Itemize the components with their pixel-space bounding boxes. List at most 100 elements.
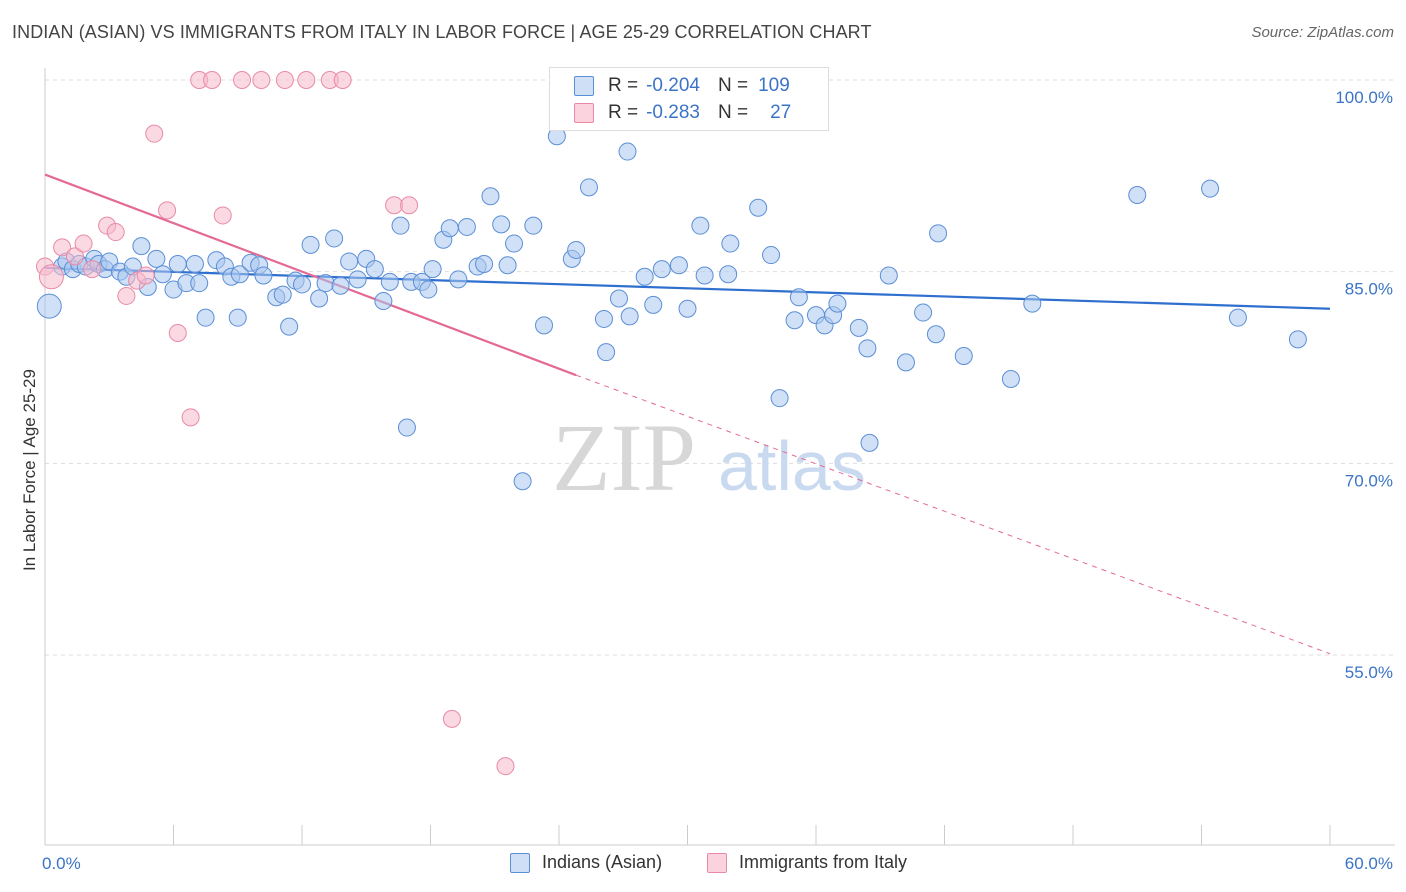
y-tick-label: 85.0% <box>1345 280 1393 299</box>
point-italy <box>158 201 177 220</box>
point-indians <box>498 256 517 275</box>
legend-swatch-pink <box>574 103 594 123</box>
point-italy <box>145 124 164 143</box>
point-indians <box>849 318 868 337</box>
point-indians <box>1001 370 1020 388</box>
point-indians <box>365 260 384 279</box>
point-indians <box>132 237 151 256</box>
series-legend-italy: Immigrants from Italy <box>707 852 907 873</box>
legend-r-value: -0.204 <box>646 75 700 96</box>
point-indians <box>860 433 879 452</box>
point-indians <box>301 235 320 254</box>
point-indians <box>331 276 350 295</box>
point-italy <box>203 71 222 89</box>
series-legend: Indians (Asian) Immigrants from Italy <box>0 852 1406 876</box>
point-italy <box>233 71 252 89</box>
point-indians <box>879 266 898 285</box>
point-indians <box>492 215 511 234</box>
point-indians <box>620 307 639 326</box>
point-indians <box>397 418 416 437</box>
point-indians <box>513 472 532 491</box>
point-indians <box>230 265 249 284</box>
point-indians <box>858 339 877 358</box>
series-legend-indians: Indians (Asian) <box>510 852 662 873</box>
series-legend-label: Indians (Asian) <box>542 852 663 872</box>
point-indians <box>524 216 543 235</box>
point-indians <box>168 255 187 273</box>
watermark-zip: ZIP <box>552 404 696 511</box>
point-indians <box>719 265 738 284</box>
point-indians <box>1201 179 1220 198</box>
legend-swatch-blue <box>574 76 594 96</box>
point-italy <box>168 324 187 342</box>
point-italy <box>181 408 200 427</box>
point-indians <box>380 272 399 291</box>
point-italy <box>83 260 102 279</box>
chart-title: INDIAN (ASIAN) VS IMMIGRANTS FROM ITALY … <box>12 22 872 42</box>
point-indians <box>635 267 654 286</box>
x-tick-label: 0.0% <box>42 854 81 873</box>
point-indians <box>325 229 344 248</box>
point-indians <box>280 317 299 336</box>
point-indians <box>1228 308 1247 327</box>
point-indians <box>316 274 335 293</box>
point-italy <box>213 206 232 225</box>
point-italy <box>297 71 316 89</box>
point-indians <box>535 316 554 335</box>
series-swatch-blue <box>510 852 530 873</box>
point-indians <box>419 280 438 299</box>
point-italy <box>53 238 72 257</box>
point-indians <box>440 219 459 238</box>
point-indians <box>457 217 476 236</box>
y-axis-label-wrap: In Labor Force | Age 25-29 <box>18 300 42 640</box>
point-indians <box>254 266 273 285</box>
legend-row-italy: R = -0.283 N = 27 <box>574 101 791 125</box>
point-indians <box>449 270 468 289</box>
point-indians <box>185 255 204 273</box>
point-italy <box>275 71 294 89</box>
data-points <box>36 71 1307 776</box>
point-indians <box>348 270 367 289</box>
point-indians <box>609 289 628 308</box>
point-indians <box>785 311 804 330</box>
point-indians <box>1023 294 1042 313</box>
point-indians <box>678 299 697 318</box>
point-indians <box>273 285 292 304</box>
point-indians <box>749 198 768 217</box>
point-indians <box>147 249 166 268</box>
trend-line-italy <box>44 173 577 377</box>
point-indians <box>190 274 209 293</box>
correlation-legend: R = -0.204 N = 109 R = -0.283 N = 27 <box>549 67 829 131</box>
y-axis-label: In Labor Force | Age 25-29 <box>20 369 39 571</box>
point-indians <box>954 347 973 365</box>
series-swatch-pink <box>707 852 727 873</box>
point-indians <box>929 224 948 243</box>
point-indians <box>340 252 359 271</box>
legend-row-indians: R = -0.204 N = 109 <box>574 74 790 98</box>
point-indians <box>310 289 329 308</box>
point-indians <box>196 308 215 327</box>
point-indians <box>374 292 393 311</box>
legend-r-label: R = <box>608 102 639 123</box>
legend-r-label: R = <box>608 75 639 96</box>
point-indians <box>691 216 710 235</box>
point-indians <box>695 266 714 285</box>
point-indians <box>594 309 613 328</box>
point-indians <box>669 256 688 275</box>
point-indians <box>475 255 494 273</box>
point-italy <box>65 247 84 266</box>
watermark: ZIP atlas <box>552 404 866 511</box>
axes <box>44 68 1395 846</box>
point-indians <box>228 308 247 327</box>
x-tick-label: 60.0% <box>1345 854 1393 873</box>
point-italy <box>74 234 93 253</box>
point-italy <box>333 71 352 89</box>
point-indians <box>1288 330 1307 349</box>
point-indians <box>770 389 789 408</box>
point-indians <box>481 187 500 206</box>
point-italy <box>442 709 461 728</box>
y-tick-label: 55.0% <box>1345 663 1393 682</box>
point-indians <box>579 178 598 197</box>
point-indians <box>721 234 740 253</box>
